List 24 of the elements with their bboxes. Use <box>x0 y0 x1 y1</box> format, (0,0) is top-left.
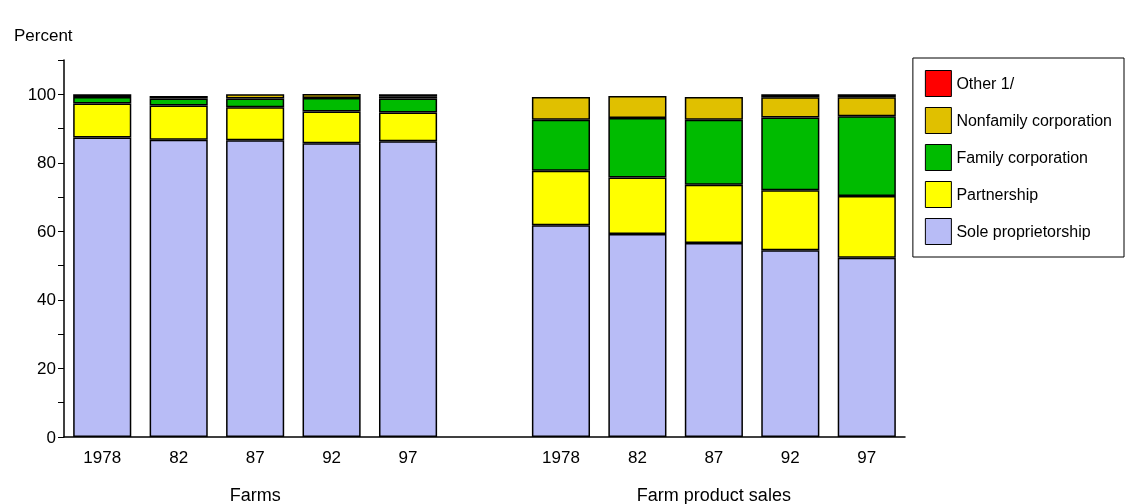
text: Farms <box>229 485 281 504</box>
legend-label: Nonfamily corporation <box>956 112 1112 129</box>
x-tick-label: 92 <box>322 448 342 467</box>
y-tick-label: 60 <box>37 221 56 241</box>
x-tick-label: 87 <box>245 448 265 467</box>
legend-label: Family corporation <box>956 149 1088 166</box>
x-tick-label: 97 <box>398 448 418 467</box>
y-tick-label: 40 <box>37 290 56 310</box>
y-tick-label: 20 <box>37 358 56 378</box>
x-tick-label: 82 <box>169 448 189 467</box>
legend-label: Other 1/ <box>956 75 1015 92</box>
y-tick-label: 0 <box>46 427 56 447</box>
x-tick-label: 87 <box>704 448 724 467</box>
legend-label: Sole proprietorship <box>956 223 1091 240</box>
x-tick-label: 1978 <box>83 448 122 467</box>
text: Farm product sales <box>636 485 791 504</box>
x-tick-label: 1978 <box>542 448 580 467</box>
legend-label: Partnership <box>956 186 1039 203</box>
x-tick-label: 97 <box>857 448 877 467</box>
x-tick-label: 82 <box>627 448 647 467</box>
y-axis-title: Percent <box>14 26 73 45</box>
x-tick-label: 92 <box>780 448 800 467</box>
y-tick-label: 80 <box>37 153 56 173</box>
y-tick-label: 100 <box>27 84 56 104</box>
